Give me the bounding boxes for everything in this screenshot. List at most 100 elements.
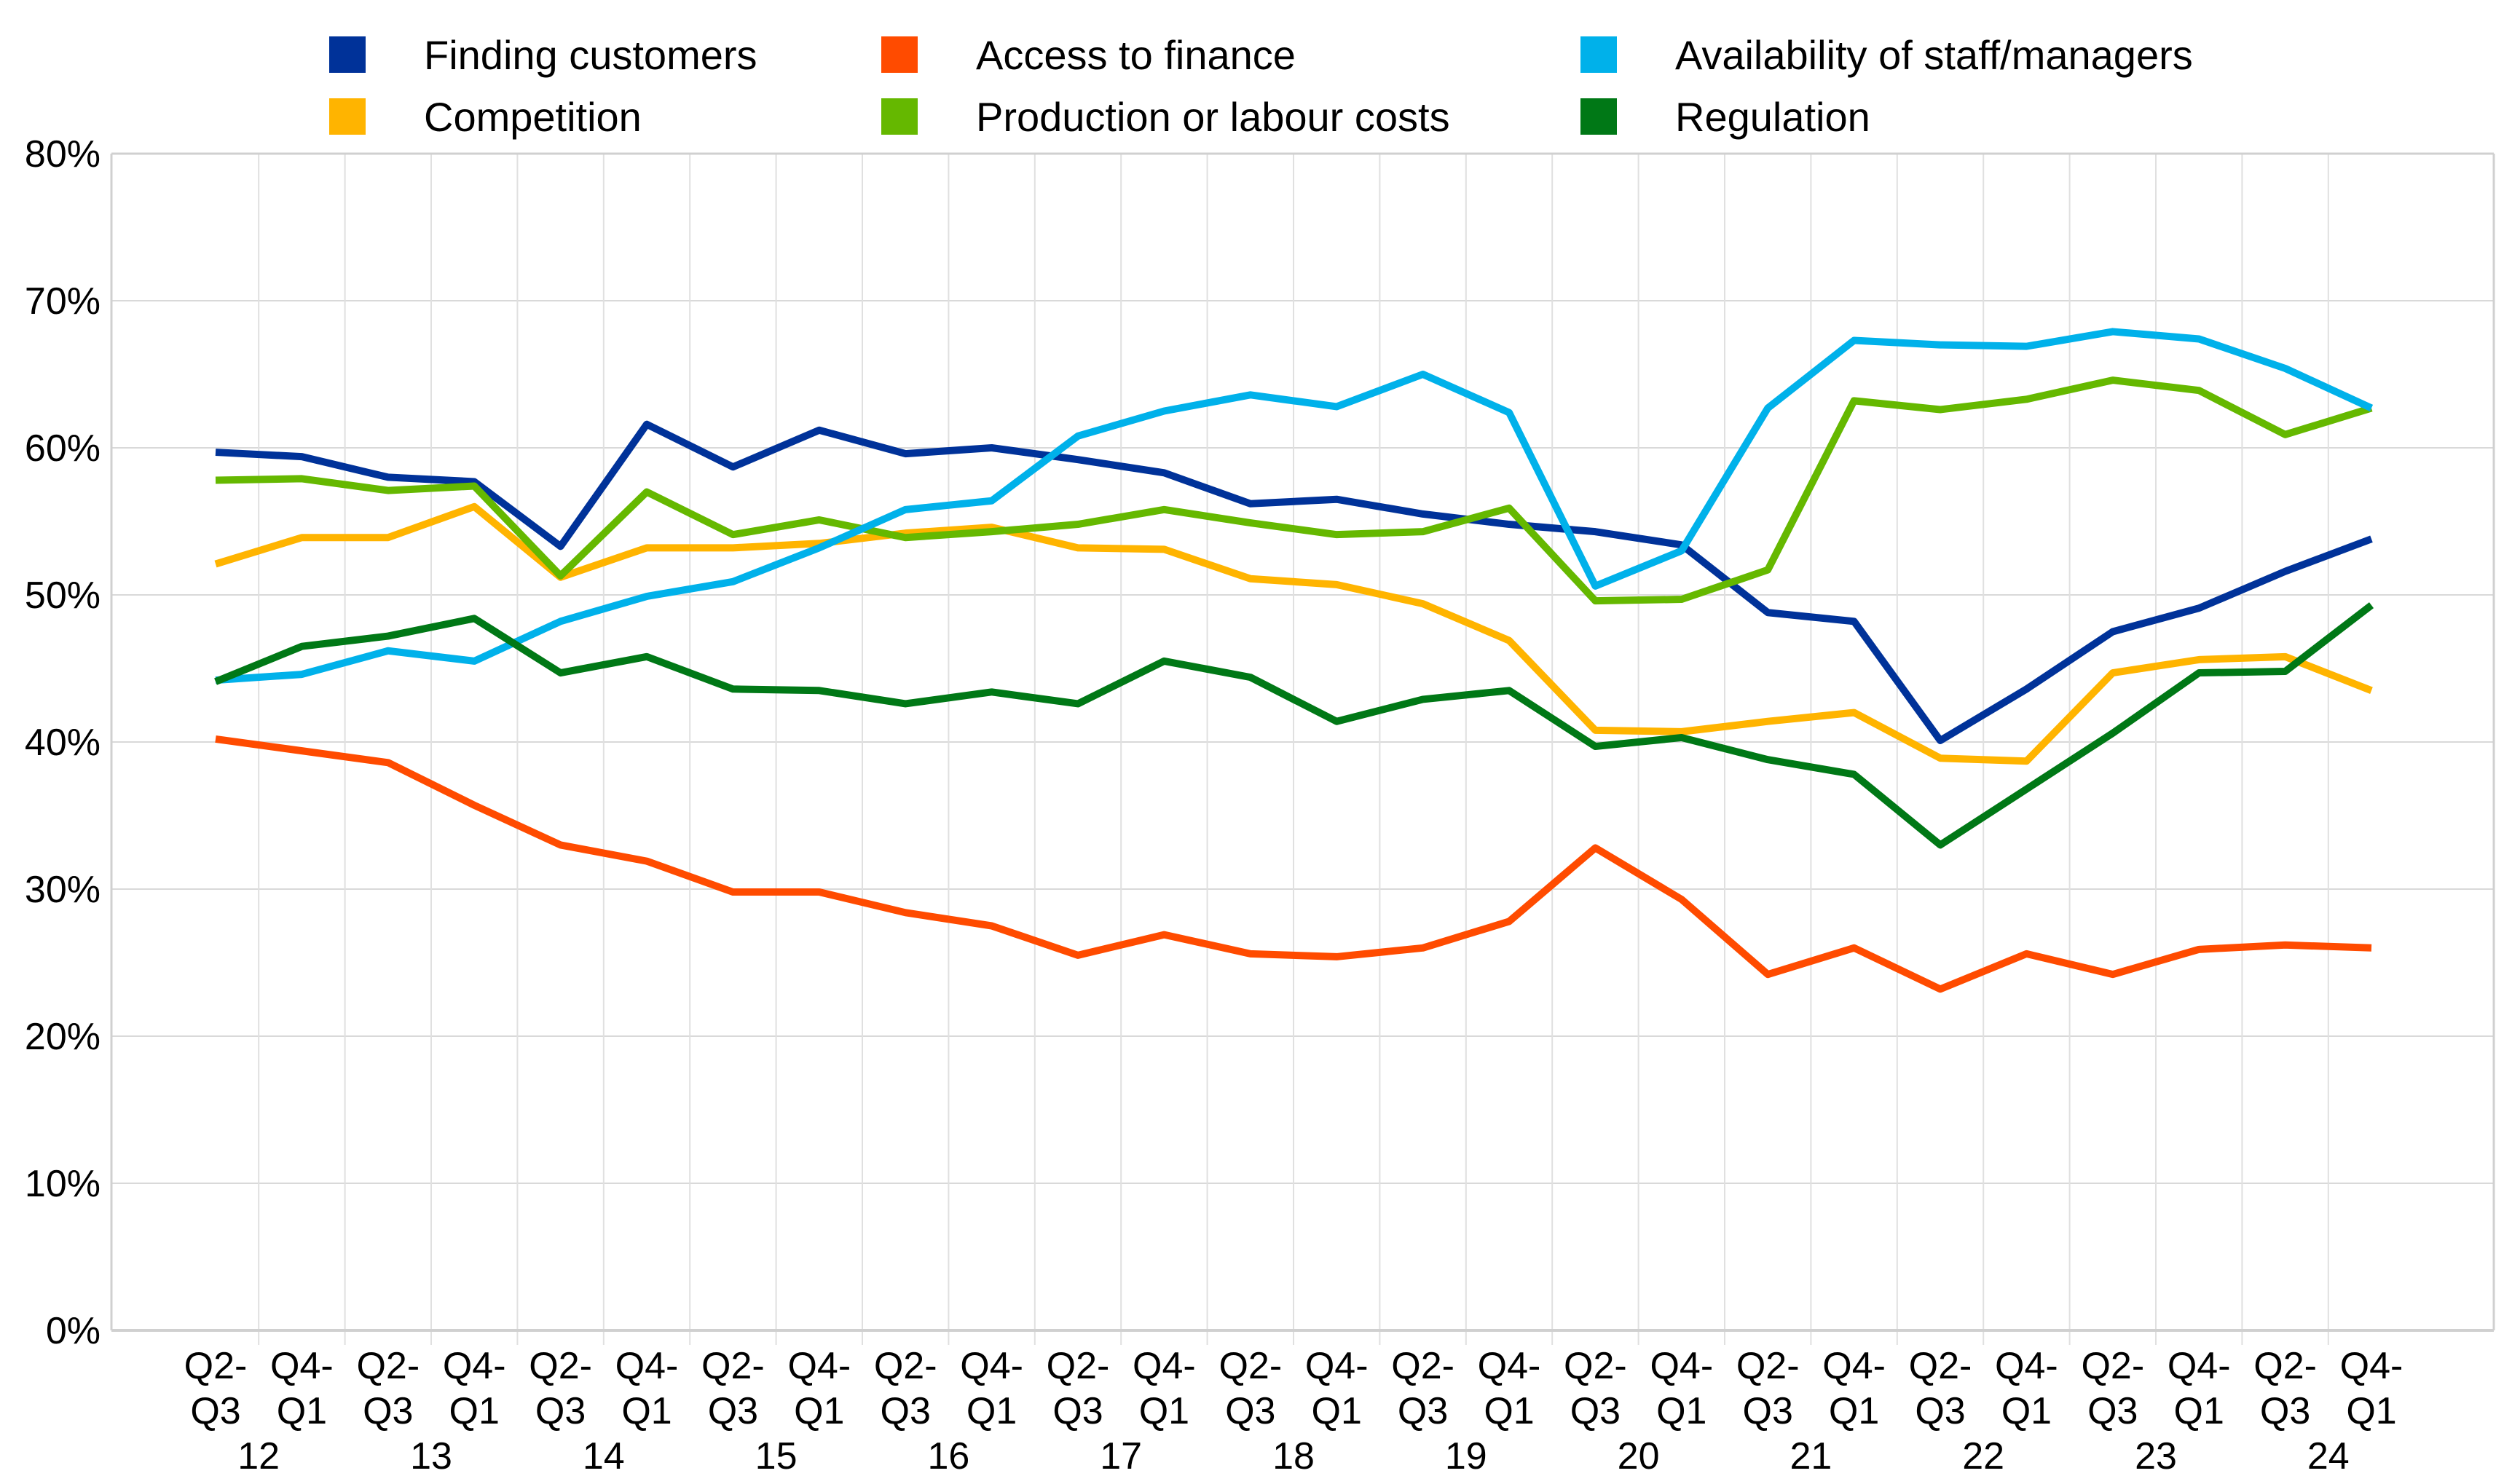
x-tick-label-line2: Q3 bbox=[190, 1390, 240, 1432]
y-axis-ticks: 0% 10% 20% 30% 40% 50% 60% 70% 80% bbox=[25, 133, 101, 1352]
x-tick-label-line2: Q3 bbox=[1570, 1390, 1621, 1432]
x-tick-label-line1: Q4- bbox=[787, 1345, 851, 1387]
legend-item-access-to-finance: Access to finance bbox=[881, 31, 1296, 78]
series-line-competition bbox=[214, 502, 2373, 765]
y-tick-label: 80% bbox=[25, 133, 101, 175]
axes bbox=[110, 152, 2495, 1332]
x-tick-label-line2: Q1 bbox=[1829, 1390, 1879, 1432]
x-tick-label-line1: Q2- bbox=[701, 1345, 765, 1387]
x-tick-label-line1: Q2- bbox=[2081, 1345, 2144, 1387]
y-tick-label: 0% bbox=[46, 1310, 101, 1352]
series-line-regulation bbox=[214, 602, 2374, 849]
x-year-label: 17 bbox=[1100, 1435, 1142, 1477]
y-tick-label: 30% bbox=[25, 869, 101, 911]
legend-label: Availability of staff/managers bbox=[1675, 31, 2193, 78]
x-tick-label-line2: Q1 bbox=[1484, 1390, 1534, 1432]
x-tick-label-line2: Q1 bbox=[2001, 1390, 2052, 1432]
x-tick-label-line2: Q1 bbox=[966, 1390, 1017, 1432]
x-year-label: 22 bbox=[1962, 1435, 2004, 1477]
x-tick-label-line1: Q2- bbox=[1736, 1345, 1800, 1387]
x-tick-label-line1: Q2- bbox=[2253, 1345, 2317, 1387]
x-year-label: 19 bbox=[1445, 1435, 1487, 1477]
series-line-access-to-finance bbox=[215, 735, 2372, 993]
y-tick-label: 10% bbox=[25, 1163, 101, 1205]
y-tick-label: 40% bbox=[25, 722, 101, 764]
x-tick-label-line2: Q1 bbox=[1139, 1390, 1189, 1432]
x-year-label: 20 bbox=[1618, 1435, 1660, 1477]
x-tick-label-line2: Q1 bbox=[621, 1390, 672, 1432]
legend-swatch bbox=[329, 36, 366, 73]
x-tick-label-line2: Q1 bbox=[1312, 1390, 1362, 1432]
series-line-production-or-labour-costs bbox=[215, 376, 2373, 605]
legend-label: Competition bbox=[424, 93, 642, 140]
x-year-label: 12 bbox=[237, 1435, 280, 1477]
y-tick-label: 60% bbox=[25, 427, 101, 470]
y-tick-label: 70% bbox=[25, 280, 101, 323]
x-tick-label-line2: Q3 bbox=[1052, 1390, 1103, 1432]
x-year-label: 18 bbox=[1272, 1435, 1315, 1477]
x-year-label: 23 bbox=[2135, 1435, 2177, 1477]
x-tick-label-line1: Q2- bbox=[1909, 1345, 1972, 1387]
x-tick-label-line2: Q1 bbox=[2174, 1390, 2224, 1432]
x-year-label: 16 bbox=[927, 1435, 969, 1477]
legend-label: Regulation bbox=[1675, 93, 1870, 140]
x-year-label: 13 bbox=[410, 1435, 452, 1477]
x-year-label: 15 bbox=[755, 1435, 798, 1477]
x-tick-label-line1: Q4- bbox=[960, 1345, 1023, 1387]
x-tick-label-line1: Q2- bbox=[1564, 1345, 1627, 1387]
series-line-finding-customers bbox=[215, 420, 2373, 744]
y-tick-label: 20% bbox=[25, 1016, 101, 1058]
chart-legend: Finding customers Access to finance Avai… bbox=[0, 0, 2504, 140]
x-tick-label-line1: Q4- bbox=[1650, 1345, 1713, 1387]
x-tick-label-line1: Q4- bbox=[443, 1345, 506, 1387]
legend-item-regulation: Regulation bbox=[1580, 93, 1870, 140]
x-tick-label-line1: Q2- bbox=[874, 1345, 937, 1387]
x-tick-label-line2: Q3 bbox=[1915, 1390, 1965, 1432]
x-tick-label-line2: Q3 bbox=[1398, 1390, 1448, 1432]
x-tick-label-line2: Q1 bbox=[449, 1390, 500, 1432]
x-tick-label-line2: Q3 bbox=[1225, 1390, 1275, 1432]
x-tick-label-line2: Q3 bbox=[363, 1390, 413, 1432]
x-tick-label-line1: Q4- bbox=[1305, 1345, 1369, 1387]
legend-label: Production or labour costs bbox=[976, 93, 1450, 140]
legend-item-availability-of-staff: Availability of staff/managers bbox=[1580, 31, 2193, 78]
y-tick-label: 50% bbox=[25, 575, 101, 617]
series-lines bbox=[214, 328, 2374, 993]
x-tick-label-line2: Q3 bbox=[2087, 1390, 2138, 1432]
x-tick-label-line1: Q4- bbox=[1478, 1345, 1541, 1387]
x-tick-label-line2: Q3 bbox=[1743, 1390, 1793, 1432]
x-tick-label-line2: Q1 bbox=[1656, 1390, 1706, 1432]
x-tick-label-line1: Q2- bbox=[1391, 1345, 1454, 1387]
x-tick-label-line1: Q4- bbox=[615, 1345, 679, 1387]
x-tick-label-line2: Q3 bbox=[535, 1390, 586, 1432]
x-year-label: 21 bbox=[1790, 1435, 1832, 1477]
legend-swatch bbox=[881, 98, 918, 135]
x-axis-ticks: Q2-Q3Q4-Q1Q2-Q3Q4-Q1Q2-Q3Q4-Q1Q2-Q3Q4-Q1… bbox=[184, 1345, 2403, 1477]
x-tick-label-line2: Q3 bbox=[881, 1390, 931, 1432]
x-tick-label-line1: Q4- bbox=[2168, 1345, 2231, 1387]
legend-item-finding-customers: Finding customers bbox=[329, 31, 757, 78]
x-tick-label-line1: Q4- bbox=[2340, 1345, 2403, 1387]
x-tick-label-line1: Q4- bbox=[1995, 1345, 2058, 1387]
x-tick-label-line1: Q2- bbox=[529, 1345, 592, 1387]
x-tick-label-line1: Q2- bbox=[1218, 1345, 1282, 1387]
x-tick-label-line1: Q4- bbox=[270, 1345, 334, 1387]
legend-swatch bbox=[1580, 36, 1617, 73]
legend-label: Access to finance bbox=[976, 31, 1296, 78]
x-year-label: 24 bbox=[2307, 1435, 2350, 1477]
legend-item-competition: Competition bbox=[329, 93, 642, 140]
legend-swatch bbox=[1580, 98, 1617, 135]
x-tick-label-line1: Q2- bbox=[184, 1345, 248, 1387]
x-tick-label-line2: Q3 bbox=[2260, 1390, 2310, 1432]
legend-swatch bbox=[329, 98, 366, 135]
x-tick-label-line1: Q4- bbox=[1133, 1345, 1196, 1387]
legend-item-production-or-labour-costs: Production or labour costs bbox=[881, 93, 1450, 140]
x-tick-label-line2: Q3 bbox=[708, 1390, 758, 1432]
x-tick-label-line2: Q1 bbox=[794, 1390, 844, 1432]
legend-label: Finding customers bbox=[424, 31, 757, 78]
x-tick-label-line2: Q1 bbox=[2346, 1390, 2396, 1432]
legend-swatch bbox=[881, 36, 918, 73]
x-tick-label-line2: Q1 bbox=[277, 1390, 327, 1432]
series-line-availability-of-staff-managers bbox=[215, 328, 2374, 684]
